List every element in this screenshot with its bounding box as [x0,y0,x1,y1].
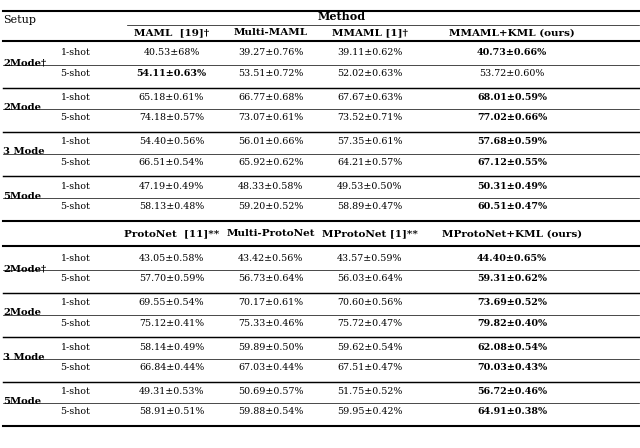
Text: 62.08±0.54%: 62.08±0.54% [477,343,547,352]
Text: 58.14±0.49%: 58.14±0.49% [139,343,204,352]
Text: 60.51±0.47%: 60.51±0.47% [477,202,547,211]
Text: 59.95±0.42%: 59.95±0.42% [337,407,403,416]
Text: 54.11±0.63%: 54.11±0.63% [136,69,207,78]
Text: 2Mode: 2Mode [3,309,41,318]
Text: 3 Mode: 3 Mode [3,147,45,156]
Text: 64.91±0.38%: 64.91±0.38% [477,407,547,416]
Text: 70.60±0.56%: 70.60±0.56% [337,298,403,307]
Text: 5-shot: 5-shot [61,158,90,167]
Text: MAML  [19]†: MAML [19]† [134,28,209,37]
Text: 67.12±0.55%: 67.12±0.55% [477,158,547,167]
Text: 49.31±0.53%: 49.31±0.53% [139,387,204,396]
Text: 59.89±0.50%: 59.89±0.50% [238,343,303,352]
Text: 1-shot: 1-shot [61,137,90,146]
Text: MProtoNet [1]**: MProtoNet [1]** [322,229,418,238]
Text: ProtoNet  [11]**: ProtoNet [11]** [124,229,219,238]
Text: 75.33±0.46%: 75.33±0.46% [238,319,303,327]
Text: Method: Method [317,11,366,22]
Text: 40.73±0.66%: 40.73±0.66% [477,48,547,57]
Text: 59.20±0.52%: 59.20±0.52% [238,202,303,211]
Text: Multi-MAML: Multi-MAML [234,28,308,37]
Text: 70.03±0.43%: 70.03±0.43% [477,363,547,372]
Text: 53.72±0.60%: 53.72±0.60% [479,69,545,78]
Text: 5-shot: 5-shot [61,69,90,78]
Text: 49.53±0.50%: 49.53±0.50% [337,181,403,190]
Text: 1-shot: 1-shot [61,181,90,190]
Text: 73.69±0.52%: 73.69±0.52% [477,298,547,307]
Text: 1-shot: 1-shot [61,254,90,263]
Text: 5-shot: 5-shot [61,319,90,327]
Text: 66.51±0.54%: 66.51±0.54% [139,158,204,167]
Text: Setup: Setup [3,15,36,25]
Text: 67.51±0.47%: 67.51±0.47% [337,363,403,372]
Text: 59.62±0.54%: 59.62±0.54% [337,343,403,352]
Text: 1-shot: 1-shot [61,298,90,307]
Text: 67.67±0.63%: 67.67±0.63% [337,93,403,102]
Text: 65.18±0.61%: 65.18±0.61% [139,93,204,102]
Text: 39.27±0.76%: 39.27±0.76% [238,48,303,57]
Text: 74.18±0.57%: 74.18±0.57% [139,113,204,122]
Text: 53.51±0.72%: 53.51±0.72% [238,69,303,78]
Text: 5Mode: 5Mode [3,397,42,406]
Text: 75.12±0.41%: 75.12±0.41% [139,319,204,327]
Text: 5-shot: 5-shot [61,202,90,211]
Text: 2Mode†: 2Mode† [3,59,46,68]
Text: 79.82±0.40%: 79.82±0.40% [477,319,547,327]
Text: 5-shot: 5-shot [61,274,90,283]
Text: 65.92±0.62%: 65.92±0.62% [238,158,303,167]
Text: 56.01±0.66%: 56.01±0.66% [238,137,303,146]
Text: 73.07±0.61%: 73.07±0.61% [238,113,303,122]
Text: 58.13±0.48%: 58.13±0.48% [139,202,204,211]
Text: 52.02±0.63%: 52.02±0.63% [337,69,403,78]
Text: 5-shot: 5-shot [61,363,90,372]
Text: 51.75±0.52%: 51.75±0.52% [337,387,403,396]
Text: 44.40±0.65%: 44.40±0.65% [477,254,547,263]
Text: 56.72±0.46%: 56.72±0.46% [477,387,547,396]
Text: MMAML [1]†: MMAML [1]† [332,28,408,37]
Text: 54.40±0.56%: 54.40±0.56% [139,137,204,146]
Text: MProtoNet+KML (ours): MProtoNet+KML (ours) [442,229,582,238]
Text: 1-shot: 1-shot [61,48,90,57]
Text: 56.03±0.64%: 56.03±0.64% [337,274,403,283]
Text: Multi-ProtoNet: Multi-ProtoNet [227,229,315,238]
Text: 57.68±0.59%: 57.68±0.59% [477,137,547,146]
Text: 56.73±0.64%: 56.73±0.64% [238,274,303,283]
Text: 2Mode: 2Mode [3,103,41,112]
Text: 59.88±0.54%: 59.88±0.54% [238,407,303,416]
Text: 77.02±0.66%: 77.02±0.66% [477,113,547,122]
Text: 66.77±0.68%: 66.77±0.68% [238,93,303,102]
Text: 50.31±0.49%: 50.31±0.49% [477,181,547,190]
Text: 1-shot: 1-shot [61,387,90,396]
Text: 43.57±0.59%: 43.57±0.59% [337,254,403,263]
Text: 47.19±0.49%: 47.19±0.49% [139,181,204,190]
Text: 3 Mode: 3 Mode [3,353,45,362]
Text: 59.31±0.62%: 59.31±0.62% [477,274,547,283]
Text: 68.01±0.59%: 68.01±0.59% [477,93,547,102]
Text: 43.05±0.58%: 43.05±0.58% [139,254,204,263]
Text: 1-shot: 1-shot [61,93,90,102]
Text: 73.52±0.71%: 73.52±0.71% [337,113,403,122]
Text: 64.21±0.57%: 64.21±0.57% [337,158,403,167]
Text: 58.89±0.47%: 58.89±0.47% [337,202,403,211]
Text: 66.84±0.44%: 66.84±0.44% [139,363,204,372]
Text: 75.72±0.47%: 75.72±0.47% [337,319,403,327]
Text: MMAML+KML (ours): MMAML+KML (ours) [449,28,575,37]
Text: 58.91±0.51%: 58.91±0.51% [139,407,204,416]
Text: 5Mode: 5Mode [3,192,42,201]
Text: 40.53±68%: 40.53±68% [143,48,200,57]
Text: 48.33±0.58%: 48.33±0.58% [238,181,303,190]
Text: 70.17±0.61%: 70.17±0.61% [238,298,303,307]
Text: 2Mode†: 2Mode† [3,264,46,273]
Text: 57.70±0.59%: 57.70±0.59% [139,274,204,283]
Text: 39.11±0.62%: 39.11±0.62% [337,48,403,57]
Text: 57.35±0.61%: 57.35±0.61% [337,137,403,146]
Text: 1-shot: 1-shot [61,343,90,352]
Text: 43.42±0.56%: 43.42±0.56% [238,254,303,263]
Text: 5-shot: 5-shot [61,113,90,122]
Text: 67.03±0.44%: 67.03±0.44% [238,363,303,372]
Text: 50.69±0.57%: 50.69±0.57% [238,387,303,396]
Text: 69.55±0.54%: 69.55±0.54% [139,298,204,307]
Text: 5-shot: 5-shot [61,407,90,416]
